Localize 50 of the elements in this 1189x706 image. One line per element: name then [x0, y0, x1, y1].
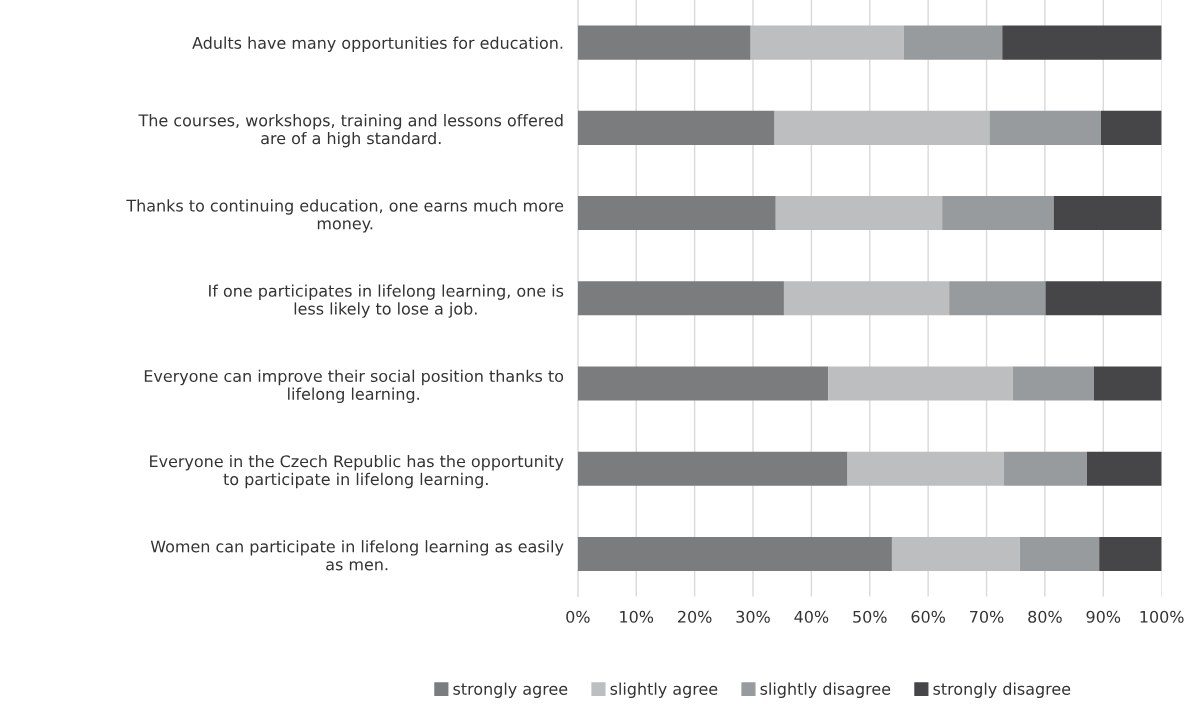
bar [1012, 366, 1094, 401]
bar [903, 25, 1003, 60]
bar [1019, 536, 1100, 571]
legend-label: strongly agree [453, 682, 568, 698]
bar [750, 25, 904, 60]
x-tick-label: 20% [678, 610, 712, 623]
legend-label: strongly disagree [933, 682, 1071, 698]
bar [949, 281, 1046, 316]
legend-label: slightly disagree [760, 682, 891, 698]
y-tick-label: Thanks to continuing education, one earns much more money. [126, 199, 564, 233]
bar [577, 25, 751, 60]
bar [1099, 536, 1162, 571]
bar [847, 451, 1005, 486]
bar [1002, 25, 1162, 60]
bar [1004, 451, 1087, 486]
legend-label: slightly agree [610, 682, 718, 698]
bar [1045, 281, 1162, 316]
bar [989, 110, 1101, 145]
bar [942, 196, 1054, 231]
x-tick-label: 70% [970, 610, 1004, 623]
x-tick-label: 40% [794, 610, 829, 623]
y-tick-label: The courses, workshops, training and lessons offered are of a high standard. [138, 114, 563, 148]
y-tick-label: Adults have many opportunities for education. [192, 36, 563, 52]
x-tick-label: 60% [911, 610, 945, 623]
bar [1086, 451, 1162, 486]
x-tick-label: 30% [736, 610, 770, 623]
bar [1100, 110, 1162, 145]
y-tick-label: If one participates in lifelong learning, one is less likely to lose a job. [209, 284, 564, 318]
bar [774, 110, 990, 145]
bar [775, 196, 943, 231]
bar [1053, 196, 1162, 231]
bar [828, 366, 1013, 401]
x-tick-label: 90% [1086, 610, 1121, 623]
bar [577, 281, 784, 316]
x-tick-label: 100% [1140, 610, 1184, 623]
bar [577, 110, 775, 145]
y-tick-label: Women can participate in lifelong learning as easily as men. [150, 540, 564, 571]
x-tick-label: 0% [566, 610, 590, 623]
bar [1093, 366, 1162, 401]
bar [783, 281, 950, 316]
bar [891, 536, 1020, 571]
y-tick-label: Everyone can improve their social position thanks to lifelong learning. [144, 369, 564, 404]
x-tick-label: 10% [620, 610, 654, 623]
bar [577, 536, 892, 571]
bar [577, 366, 829, 401]
y-tick-label: Everyone in the Czech Republic has the opportunity to participate in lifelong learning. [150, 454, 564, 489]
bar [577, 196, 776, 231]
bar [577, 451, 848, 486]
x-tick-label: 80% [1028, 610, 1062, 623]
x-tick-label: 50% [853, 610, 887, 623]
